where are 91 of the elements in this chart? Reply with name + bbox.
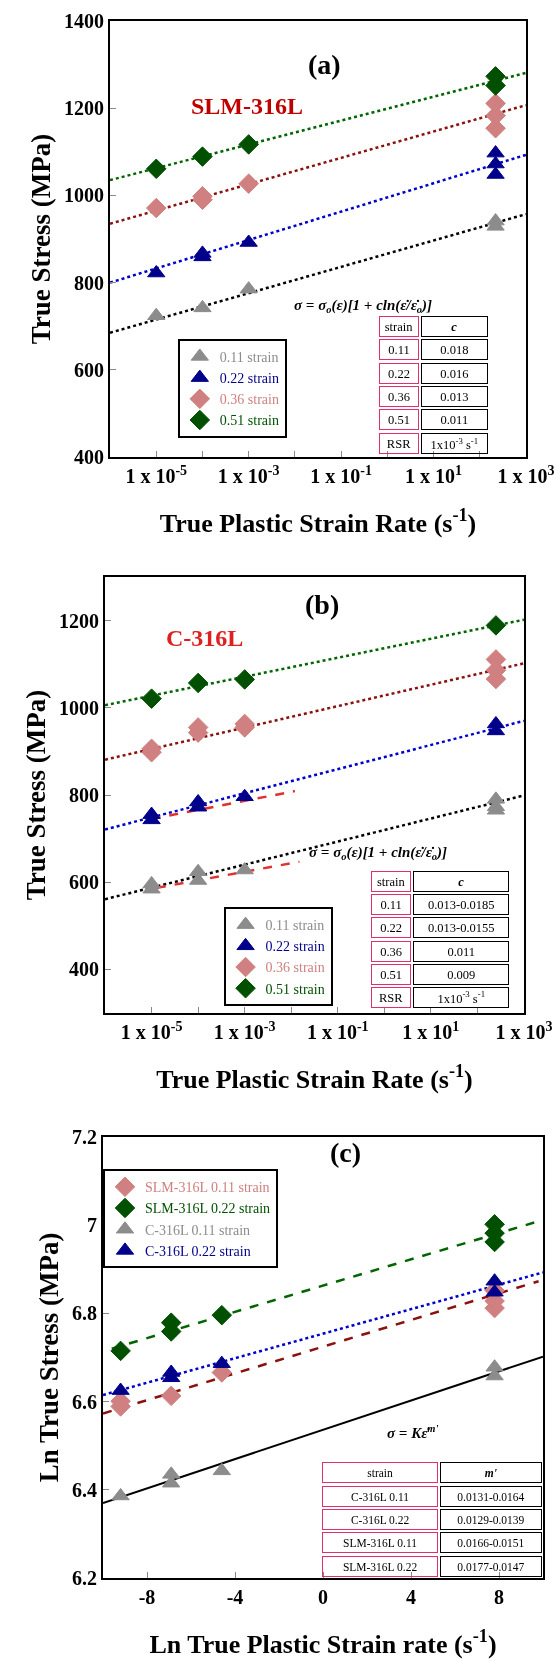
x-axis-title: True Plastic Strain Rate (s$^{-1}$) xyxy=(159,505,477,539)
y-tick-label: 1000 xyxy=(64,184,104,207)
annotation: 0.011 xyxy=(447,944,476,959)
y-tick-label: 800 xyxy=(69,784,99,806)
annotation: 0.013-0.0185 xyxy=(427,897,495,912)
text: C-316L xyxy=(166,625,244,651)
text: SLM-316L xyxy=(191,93,304,119)
x-tick-label: 1 x 10$^{-5}$ xyxy=(120,1018,183,1043)
text: (a) xyxy=(308,49,341,80)
y-tick-label: 1400 xyxy=(64,10,104,32)
y-axis-title: True Stress (MPa) xyxy=(20,689,51,901)
legend-label: C-316L 0.22 strain xyxy=(145,1243,251,1259)
annotation: SLM-316L 0.11 xyxy=(343,1536,418,1549)
annotation: 0.016 xyxy=(440,366,469,381)
legend-label: 0.22 strain xyxy=(219,371,279,387)
x-axis-title: Ln True Plastic Strain rate (s$^{-1}$) xyxy=(149,1626,497,1660)
legend-label: C-316L 0.11 strain xyxy=(145,1222,251,1238)
legend-label: SLM-316L 0.11 strain xyxy=(145,1180,270,1196)
annotation: 0.0131-0.0164 xyxy=(457,1490,525,1503)
chart-title: (b) xyxy=(305,589,340,620)
annotation: 0.009 xyxy=(447,967,476,982)
y-tick-label: 6.4 xyxy=(72,1478,97,1501)
y-axis-title: True Stress (MPa) xyxy=(25,133,56,345)
annotation: strain xyxy=(384,319,414,334)
annotation: 0.22 xyxy=(388,366,410,381)
legend-label: SLM-316L 0.22 strain xyxy=(145,1201,271,1217)
annotation: strain xyxy=(376,874,406,889)
annotation: 1x10$^{-3}$ s$^{-1}$ xyxy=(437,989,486,1006)
y-tick-label: 7.2 xyxy=(72,1126,97,1148)
y-tick-label: 6.8 xyxy=(72,1302,97,1325)
y-tick-label: 6.6 xyxy=(72,1390,97,1413)
annotation: 0.0129-0.0139 xyxy=(457,1513,525,1526)
annotation: C-316L 0.11 xyxy=(351,1490,410,1503)
x-tick-label: 1 x 10$^{-5}$ xyxy=(125,462,188,487)
x-tick-label: 1 x 10$^{-3}$ xyxy=(213,1018,276,1043)
x-tick-label: 4 xyxy=(406,1586,416,1608)
legend-label: 0.51 strain xyxy=(265,981,325,997)
annotation: 0.013 xyxy=(440,389,469,404)
x-tick-label: 1 x 10$^{-3}$ xyxy=(217,462,280,487)
y-tick-label: 400 xyxy=(69,958,99,981)
y-tick-label: 800 xyxy=(74,271,104,294)
y-axis-title: Ln True Stress (MPa) xyxy=(33,1232,64,1483)
annotation: 0.011 xyxy=(440,412,469,427)
y-tick-label: 6.2 xyxy=(72,1567,97,1589)
annotation: 0.36 xyxy=(380,944,403,959)
annotation: 0.22 xyxy=(380,920,403,935)
legend-label: 0.11 strain xyxy=(219,349,279,365)
x-tick-label: -8 xyxy=(138,1586,156,1608)
x-tick-label: 8 xyxy=(494,1586,504,1608)
annotation: m' xyxy=(484,1466,497,1479)
annotation: 0.0177-0.0147 xyxy=(457,1560,525,1573)
annotation: 0.0166-0.0151 xyxy=(457,1536,525,1549)
legend-label: 0.11 strain xyxy=(265,918,325,934)
annotation: RSR xyxy=(379,990,404,1005)
legend-label: 0.36 strain xyxy=(265,960,325,976)
annotation: 0.11 xyxy=(388,342,410,357)
y-tick-label: 600 xyxy=(74,358,104,381)
y-tick-label: 400 xyxy=(74,446,104,468)
y-tick-label: 7 xyxy=(87,1214,97,1237)
annotation: 0.018 xyxy=(440,342,469,357)
annotation: σ = σ$_{o}$(ε)[1 + cln(ε̇/ε̇$_{o}$)] xyxy=(309,844,448,863)
y-tick-label: 1000 xyxy=(59,696,99,719)
annotation: σ = σ$_{o}$(ε)[1 + cln(ε̇/ε̇$_{o}$)] xyxy=(294,297,433,316)
annotation: 0.51 xyxy=(388,412,410,427)
x-tick-label: 1 x 10$^{-1}$ xyxy=(306,1018,369,1043)
legend-label: 0.36 strain xyxy=(219,392,279,408)
x-tick-label: 0 xyxy=(318,1586,328,1608)
annotation: 0.51 xyxy=(380,967,403,982)
annotation: c xyxy=(458,874,465,889)
x-tick-label: 1 x 10$^{3}$ xyxy=(495,1018,553,1043)
y-tick-label: 1200 xyxy=(59,609,99,632)
x-tick-label: -4 xyxy=(226,1586,244,1608)
annotation: C-316L 0.22 xyxy=(350,1513,410,1526)
annotation: strain xyxy=(367,1466,394,1479)
x-tick-label: 1 x 10$^{1}$ xyxy=(405,462,463,487)
x-tick-label: 1 x 10$^{3}$ xyxy=(497,462,555,487)
annotation: 0.013-0.0155 xyxy=(427,920,495,935)
annotation: RSR xyxy=(386,436,412,451)
y-tick-label: 1200 xyxy=(64,97,104,120)
legend-label: 0.51 strain xyxy=(219,413,279,429)
x-tick-label: 1 x 10$^{-1}$ xyxy=(310,462,372,487)
legend-label: 0.22 strain xyxy=(265,939,325,955)
annotation: SLM-316L 0.22 xyxy=(342,1560,418,1573)
annotation: 0.11 xyxy=(380,897,402,912)
x-axis-title: True Plastic Strain Rate (s$^{-1}$) xyxy=(156,1061,473,1095)
chart-title: (c) xyxy=(330,1137,362,1168)
y-tick-label: 600 xyxy=(69,871,99,894)
annotation: 0.36 xyxy=(388,389,410,404)
x-tick-label: 1 x 10$^{1}$ xyxy=(402,1018,460,1043)
annotation: 1x10$^{-3}$ s$^{-1}$ xyxy=(430,435,479,452)
annotation: c xyxy=(451,319,458,334)
